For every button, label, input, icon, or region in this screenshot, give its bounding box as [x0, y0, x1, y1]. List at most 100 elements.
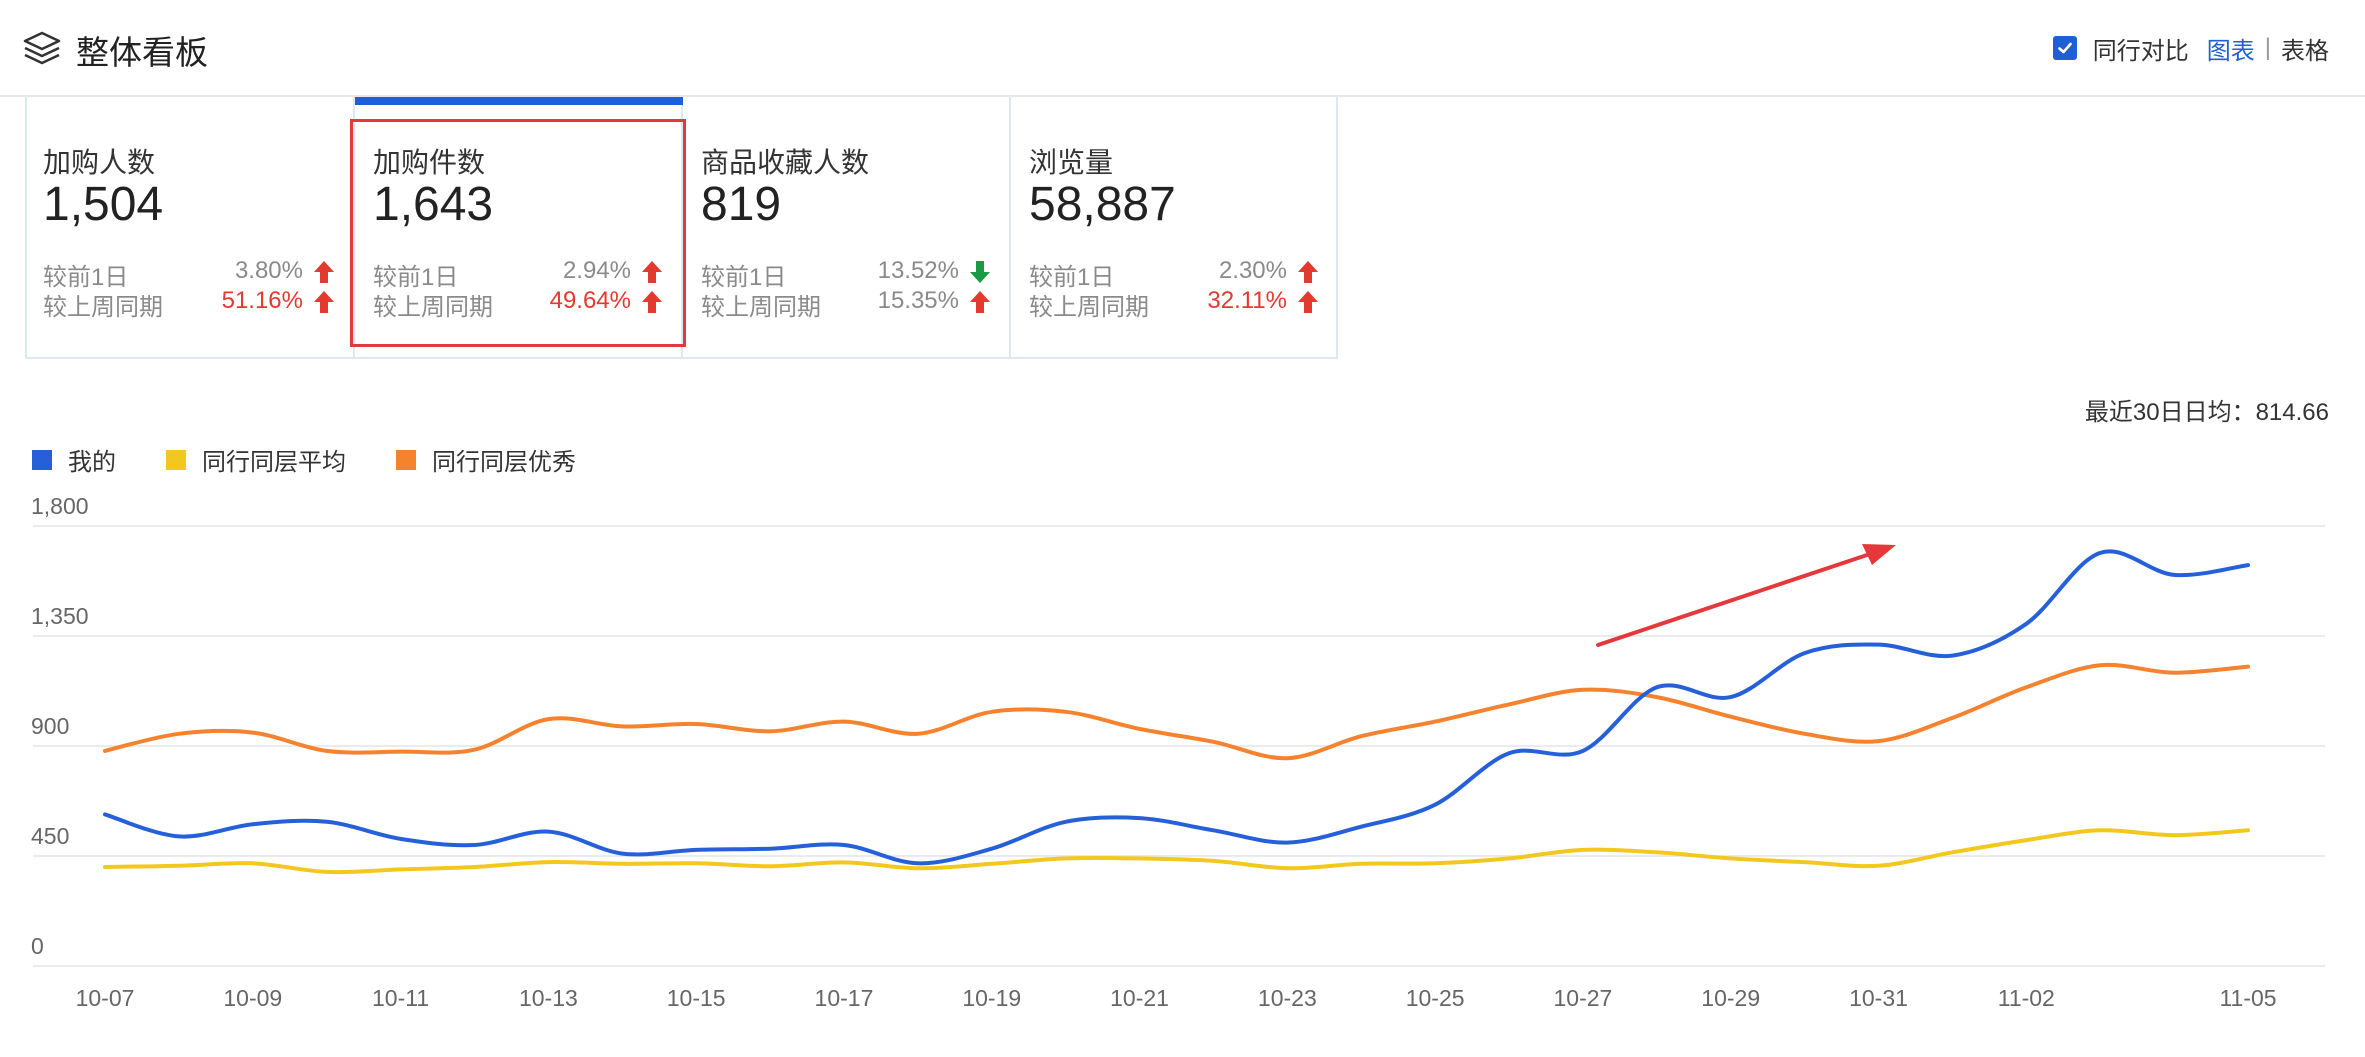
- data-point: [547, 830, 549, 832]
- data-point: [1803, 652, 1805, 654]
- series-line-peer-excellent: [103, 662, 2250, 761]
- legend-item-peer-average[interactable]: 同行同层平均: [166, 442, 346, 477]
- x-tick-label: 11-05: [2219, 985, 2276, 1011]
- data-point: [399, 838, 401, 840]
- day-over-day-label: 较前1日: [373, 264, 459, 291]
- data-point: [547, 718, 549, 720]
- peer-compare-label[interactable]: 同行对比: [2092, 37, 2189, 65]
- check-icon: [2057, 42, 2072, 54]
- data-point: [991, 711, 993, 713]
- legend-swatch: [166, 449, 186, 470]
- arrow-up-icon: [642, 291, 662, 313]
- data-point: [991, 848, 993, 850]
- highlight-annotation-box: [350, 119, 686, 347]
- data-point: [104, 866, 106, 868]
- data-point: [178, 835, 180, 837]
- data-point: [695, 723, 697, 725]
- day-over-day-row: 较前1日 2.30%: [1029, 257, 1321, 291]
- data-point: [1582, 689, 1584, 691]
- metric-card-add-cart-users[interactable]: 加购人数 1,504 较前1日 3.80% 较上周同期 51.16%: [25, 97, 353, 359]
- trend-arrow-head-icon: [1862, 544, 1896, 565]
- data-point: [1212, 829, 1214, 831]
- data-point: [2099, 552, 2101, 554]
- peer-compare-checkbox[interactable]: [2052, 36, 2077, 60]
- data-point: [104, 813, 106, 815]
- data-point: [473, 844, 475, 846]
- legend-item-peer-excellent[interactable]: 同行同层优秀: [396, 442, 576, 477]
- data-point: [1877, 740, 1879, 742]
- data-point: [1138, 817, 1140, 819]
- y-tick-label: 0: [31, 933, 44, 959]
- arrow-up-icon: [1298, 261, 1318, 283]
- data-point: [1360, 826, 1362, 828]
- data-point: [1508, 752, 1510, 754]
- trend-arrow-shaft: [1596, 550, 1878, 647]
- data-point: [1065, 857, 1067, 859]
- data-point: [695, 849, 697, 851]
- data-point: [843, 844, 845, 846]
- data-point: [2025, 623, 2027, 625]
- metric-value: 1,504: [43, 178, 164, 231]
- y-tick-label: 450: [31, 823, 69, 849]
- week-over-week-label: 较上周同期: [43, 294, 163, 321]
- chart-view-link[interactable]: 图表: [2206, 37, 2255, 65]
- day-over-day-value: 13.52%: [877, 257, 959, 284]
- data-point: [547, 861, 549, 863]
- day-over-day-row: 较前1日 2.94%: [373, 257, 665, 291]
- data-point: [1951, 717, 1953, 719]
- day-over-day-value: 2.30%: [1218, 257, 1287, 284]
- data-point: [399, 868, 401, 870]
- data-point: [1065, 821, 1067, 823]
- metric-card-page-views[interactable]: 浏览量 58,887 较前1日 2.30% 较上周同期 32.11%: [1009, 97, 1337, 359]
- data-point: [695, 862, 697, 864]
- dashboard-header: 整体看板 同行对比 图表 | 表格: [0, 0, 2365, 97]
- series-line-peer-average: [103, 828, 2250, 875]
- data-point: [1582, 849, 1584, 851]
- data-point: [1877, 643, 1879, 645]
- x-tick-label: 10-23: [1258, 985, 1317, 1011]
- day-over-day-value: 3.80%: [234, 257, 303, 284]
- data-point: [1951, 851, 1953, 853]
- metric-label: 加购件数: [373, 147, 486, 178]
- metric-label: 浏览量: [1029, 147, 1114, 178]
- legend-item-mine[interactable]: 我的: [32, 442, 116, 477]
- data-point: [1434, 862, 1436, 864]
- legend-label: 我的: [68, 449, 116, 476]
- data-point: [178, 733, 180, 735]
- x-tick-label: 11-02: [1998, 985, 2055, 1011]
- week-over-week-row: 较上周同期 51.16%: [43, 287, 337, 321]
- data-point: [1730, 696, 1732, 698]
- legend-swatch: [396, 449, 416, 470]
- data-point: [769, 865, 771, 867]
- data-point: [178, 865, 180, 867]
- data-point: [1508, 857, 1510, 859]
- metric-value: 819: [701, 178, 782, 231]
- week-over-week-row: 较上周同期 32.11%: [1029, 287, 1321, 321]
- data-point: [1212, 860, 1214, 862]
- data-point: [473, 866, 475, 868]
- metric-card-favorite-users[interactable]: 商品收藏人数 819 较前1日 13.52% 较上周同期 15.35%: [681, 97, 1009, 359]
- x-tick-label: 10-19: [962, 985, 1021, 1011]
- x-tick-label: 10-17: [815, 985, 874, 1011]
- data-point: [1656, 686, 1658, 688]
- data-point: [621, 852, 623, 854]
- metric-cards: 加购人数 1,504 较前1日 3.80% 较上周同期 51.16% 加购件数 …: [25, 97, 1338, 359]
- metric-label: 加购人数: [43, 147, 156, 178]
- x-tick-label: 10-27: [1554, 985, 1613, 1011]
- legend-label: 同行同层平均: [202, 449, 346, 476]
- data-point: [326, 750, 328, 752]
- week-over-week-value: 32.11%: [1207, 287, 1287, 314]
- x-tick-label: 10-31: [1849, 985, 1908, 1011]
- chart-legend: 我的 同行同层平均 同行同层优秀: [32, 442, 626, 477]
- data-point: [917, 867, 919, 869]
- view-controls: 同行对比 图表 | 表格: [2052, 30, 2329, 66]
- data-point: [252, 823, 254, 825]
- data-point: [2025, 686, 2027, 688]
- table-view-link[interactable]: 表格: [2281, 37, 2329, 65]
- arrow-up-icon: [314, 291, 334, 313]
- metric-card-add-cart-items[interactable]: 加购件数 1,643 较前1日 2.94% 较上周同期 49.64%: [353, 97, 681, 359]
- data-point: [843, 720, 845, 722]
- data-point: [991, 863, 993, 865]
- x-tick-label: 10-25: [1406, 985, 1465, 1011]
